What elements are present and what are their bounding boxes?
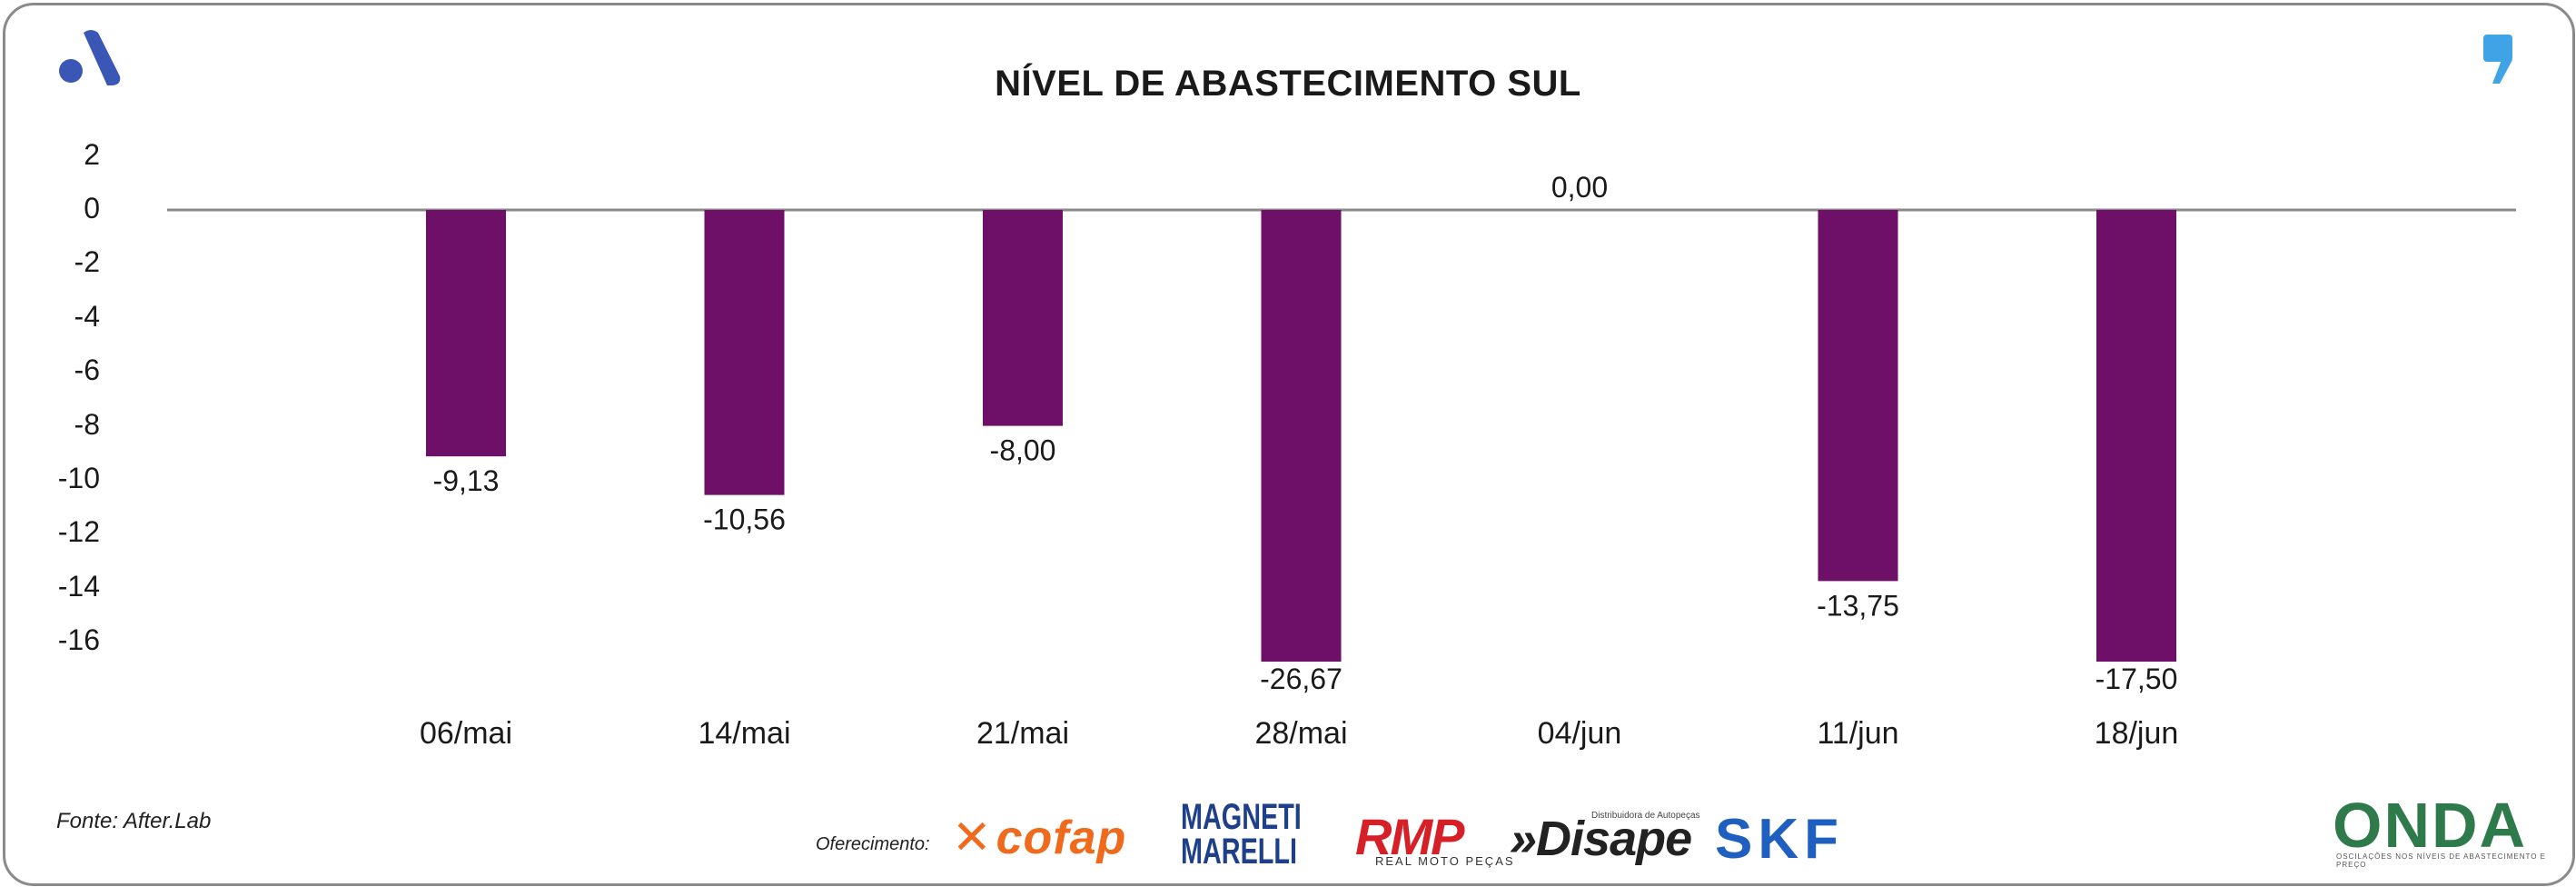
source-note: Fonte: After.Lab	[56, 809, 212, 833]
x-tick-label: 06/mai	[420, 716, 512, 751]
x-tick-label: 04/jun	[1538, 716, 1622, 751]
value-label: -26,67	[1260, 663, 1342, 695]
sponsors-label: Oferecimento:	[816, 834, 930, 854]
cofap-text: cofap	[996, 812, 1127, 864]
value-label: -10,56	[703, 503, 786, 536]
value-label: -8,00	[990, 434, 1056, 467]
disape-subtitle: Distribuidora de Autopeças	[1591, 811, 1700, 821]
magneti-marelli-logo: MAGNETI MARELLI	[1181, 797, 1302, 872]
value-label: 0,00	[1551, 171, 1608, 204]
x-tick-label: 28/mai	[1254, 716, 1347, 751]
value-label: -17,50	[2095, 663, 2178, 695]
y-tick-label: -4	[74, 299, 100, 333]
y-tick-label: -12	[57, 515, 100, 549]
x-tick-label: 21/mai	[976, 716, 1069, 751]
y-tick-label: -14	[57, 569, 100, 603]
y-tick-label: 0	[84, 192, 100, 224]
onda-subtitle: OSCILAÇÕES NOS NÍVEIS DE ABASTECIMENTO E…	[2336, 852, 2547, 869]
x-tick-label: 14/mai	[698, 716, 790, 751]
skf-logo: SKF	[1715, 808, 1844, 871]
bar-21-mai	[983, 210, 1063, 426]
bar-18-jun	[2096, 210, 2176, 662]
bar-14-mai	[704, 210, 785, 495]
y-tick-label: -10	[57, 462, 100, 494]
y-tick-label: -2	[74, 245, 100, 279]
bar-06-mai	[426, 210, 506, 457]
value-label: -13,75	[1817, 589, 1899, 622]
value-label: -9,13	[433, 464, 500, 497]
bar-28-mai	[1261, 210, 1342, 662]
y-tick-label: -8	[74, 407, 100, 441]
x-tick-label: 11/jun	[1817, 716, 1898, 751]
y-tick-label: 2	[84, 137, 100, 171]
cofap-mark-icon: ✕	[952, 812, 993, 864]
x-tick-label: 18/jun	[2095, 716, 2179, 751]
y-tick-label: -6	[74, 354, 100, 387]
chart-title: NÍVEL DE ABASTECIMENTO SUL	[995, 64, 1581, 104]
cofap-logo: ✕cofap	[952, 811, 1126, 865]
bar-11-jun	[1818, 210, 1898, 582]
onda-logo: ONDA	[2333, 790, 2528, 861]
after-lab-logo-icon	[56, 27, 122, 92]
quote-mark-icon	[2480, 33, 2516, 90]
disape-logo: »Disape	[1510, 812, 1692, 866]
rmp-logo: RMP	[1355, 808, 1464, 865]
rmp-subtitle: REAL MOTO PEÇAS	[1375, 854, 1515, 868]
y-tick-label: -16	[57, 623, 100, 657]
